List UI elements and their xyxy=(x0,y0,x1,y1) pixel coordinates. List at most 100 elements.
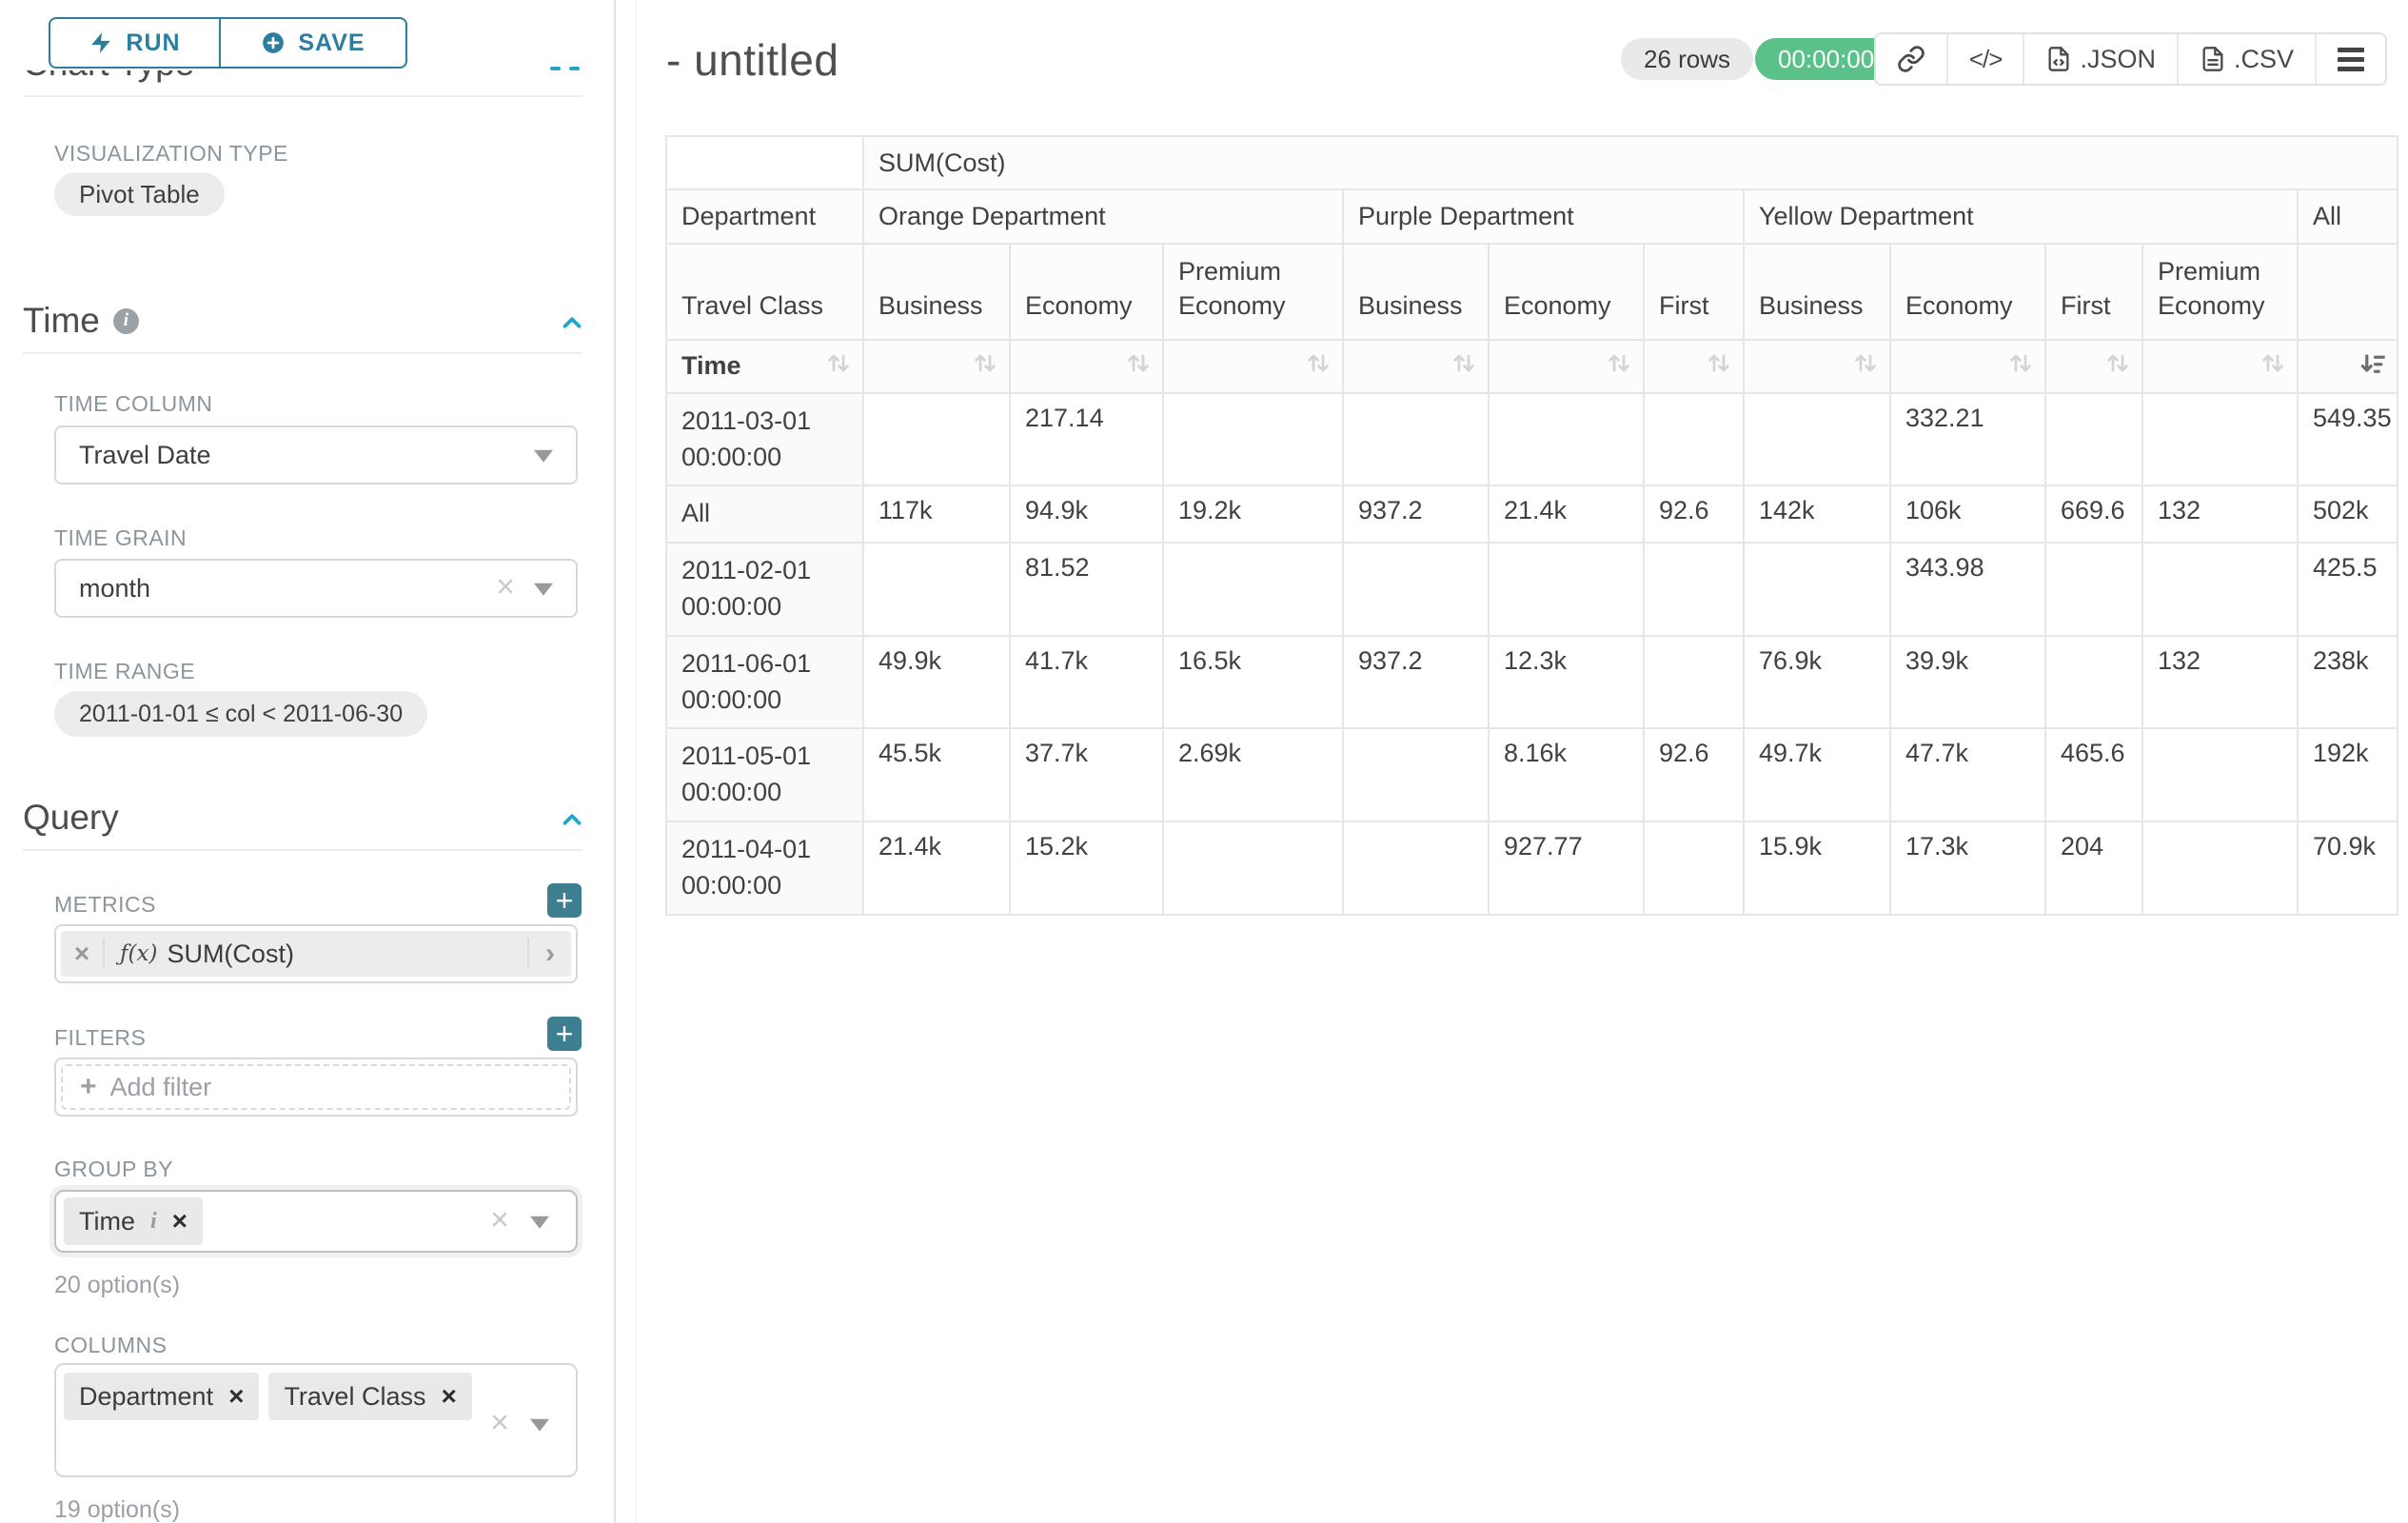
sort-icon[interactable] xyxy=(1124,348,1153,384)
expand-metric-chevron-icon[interactable]: › xyxy=(527,938,571,970)
time-grain-select[interactable]: month × xyxy=(54,559,578,618)
collapse-query-chevron-up-icon[interactable] xyxy=(558,805,586,839)
export-json-button[interactable]: .JSON xyxy=(2024,34,2179,84)
column-sort-header[interactable] xyxy=(1489,340,1644,393)
viz-type-pill[interactable]: Pivot Table xyxy=(54,172,225,216)
panel-divider-faint xyxy=(636,0,637,1523)
value-cell xyxy=(1644,821,1744,915)
column-info-icon: i xyxy=(150,1209,157,1235)
value-cell: 142k xyxy=(1744,485,1890,543)
sort-desc-icon[interactable] xyxy=(2359,348,2387,384)
metric-value: SUM(Cost) xyxy=(167,940,294,969)
sort-icon[interactable] xyxy=(1605,348,1633,384)
add-filter-plus-button[interactable]: + xyxy=(547,1017,582,1051)
sort-icon[interactable] xyxy=(1851,348,1880,384)
remove-pill-icon[interactable]: × xyxy=(441,1381,456,1412)
add-filter-button[interactable]: + Add filter xyxy=(61,1064,571,1110)
clear-icon[interactable]: × xyxy=(490,1202,509,1239)
superset-explore-page: Chart Type RUN SAVE VISUALIZATION TYPE P… xyxy=(0,0,2408,1523)
pivot-table: SUM(Cost)DepartmentOrange DepartmentPurp… xyxy=(665,135,2398,916)
csv-label: .CSV xyxy=(2234,45,2294,74)
value-cell: 21.4k xyxy=(863,821,1010,915)
value-cell: 76.9k xyxy=(1744,636,1890,729)
columns-pill[interactable]: Department × xyxy=(64,1373,259,1420)
fx-icon: ƒ(x) xyxy=(120,941,157,966)
embed-code-button[interactable]: </> xyxy=(1948,34,2025,84)
value-cell xyxy=(1644,636,1744,729)
column-sort-header[interactable] xyxy=(1343,340,1489,393)
columns-pill[interactable]: Travel Class × xyxy=(268,1373,471,1420)
value-cell xyxy=(1343,728,1489,821)
clear-icon[interactable]: × xyxy=(490,1405,509,1442)
travel-class-cell: Premium Economy xyxy=(1163,244,1343,340)
sort-icon[interactable] xyxy=(824,348,853,384)
time-range-pill[interactable]: 2011-01-01 ≤ col < 2011-06-30 xyxy=(54,691,427,737)
clear-icon[interactable]: × xyxy=(496,569,515,606)
value-cell: 12.3k xyxy=(1489,636,1644,729)
row-header-cell: 2011-05-01 00:00:00 xyxy=(666,728,863,821)
value-cell: 45.5k xyxy=(863,728,1010,821)
group-by-select[interactable]: Time i × × xyxy=(54,1190,578,1253)
department-dimension-cell: Department xyxy=(666,189,863,244)
clipped-alt-icon xyxy=(569,67,580,70)
add-metric-button[interactable]: + xyxy=(547,883,582,918)
travel-class-dimension-cell: Travel Class xyxy=(666,244,863,340)
group-by-pill[interactable]: Time i × xyxy=(64,1197,203,1245)
column-sort-header[interactable] xyxy=(2045,340,2142,393)
run-save-toolbar: RUN SAVE xyxy=(49,17,407,69)
column-sort-header[interactable] xyxy=(2298,340,2398,393)
value-cell: 117k xyxy=(863,485,1010,543)
columns-select[interactable]: Department × Travel Class × × xyxy=(54,1363,578,1477)
columns-options-hint: 19 option(s) xyxy=(54,1496,180,1523)
info-icon: i xyxy=(113,308,139,334)
group-by-options-hint: 20 option(s) xyxy=(54,1272,180,1299)
row-header-cell: 2011-04-01 00:00:00 xyxy=(666,821,863,915)
travel-class-cell: Premium Economy xyxy=(2142,244,2298,340)
collapse-time-chevron-up-icon[interactable] xyxy=(558,308,586,342)
time-section-header: Time i xyxy=(23,301,139,341)
column-sort-header[interactable] xyxy=(1744,340,1890,393)
column-sort-header[interactable] xyxy=(1890,340,2045,393)
department-group-cell: All xyxy=(2298,189,2398,244)
value-cell: 2.69k xyxy=(1163,728,1343,821)
chart-title[interactable]: - untitled xyxy=(666,34,839,86)
csv-file-icon xyxy=(2200,46,2226,72)
run-button-label: RUN xyxy=(126,30,180,57)
value-cell xyxy=(1343,543,1489,636)
sort-icon[interactable] xyxy=(1705,348,1733,384)
value-cell xyxy=(2142,393,2298,486)
remove-pill-icon[interactable]: × xyxy=(172,1206,188,1236)
sort-icon[interactable] xyxy=(1450,348,1478,384)
value-cell xyxy=(863,393,1010,486)
run-button[interactable]: RUN xyxy=(49,17,221,69)
time-range-label: TIME RANGE xyxy=(54,659,195,684)
remove-metric-icon[interactable]: × xyxy=(61,939,105,969)
sort-icon[interactable] xyxy=(2006,348,2035,384)
visualization-type-label: VISUALIZATION TYPE xyxy=(54,141,288,167)
column-sort-header[interactable] xyxy=(2142,340,2298,393)
column-sort-header[interactable] xyxy=(1010,340,1163,393)
travel-class-cell: First xyxy=(2045,244,2142,340)
caret-down-icon xyxy=(534,583,553,596)
value-cell: 465.6 xyxy=(2045,728,2142,821)
control-panel: Chart Type RUN SAVE VISUALIZATION TYPE P… xyxy=(0,0,614,1523)
sort-icon[interactable] xyxy=(2259,348,2287,384)
remove-pill-icon[interactable]: × xyxy=(228,1381,244,1412)
time-column-select[interactable]: Travel Date xyxy=(54,425,578,485)
share-link-button[interactable] xyxy=(1876,34,1948,84)
sort-icon[interactable] xyxy=(2103,348,2132,384)
column-sort-header[interactable] xyxy=(1163,340,1343,393)
menu-button[interactable] xyxy=(2317,34,2385,84)
column-sort-header[interactable] xyxy=(863,340,1010,393)
lightning-icon xyxy=(89,30,113,55)
save-button[interactable]: SAVE xyxy=(219,17,407,69)
export-csv-button[interactable]: .CSV xyxy=(2179,34,2317,84)
travel-class-cell: Economy xyxy=(1489,244,1644,340)
sort-icon[interactable] xyxy=(1304,348,1332,384)
row-header-cell: 2011-06-01 00:00:00 xyxy=(666,636,863,729)
column-sort-header[interactable] xyxy=(1644,340,1744,393)
time-sort-header[interactable]: Time xyxy=(666,340,863,393)
sort-icon[interactable] xyxy=(971,348,999,384)
metric-chip[interactable]: × ƒ(x) SUM(Cost) › xyxy=(61,931,571,977)
value-cell: 217.14 xyxy=(1010,393,1163,486)
